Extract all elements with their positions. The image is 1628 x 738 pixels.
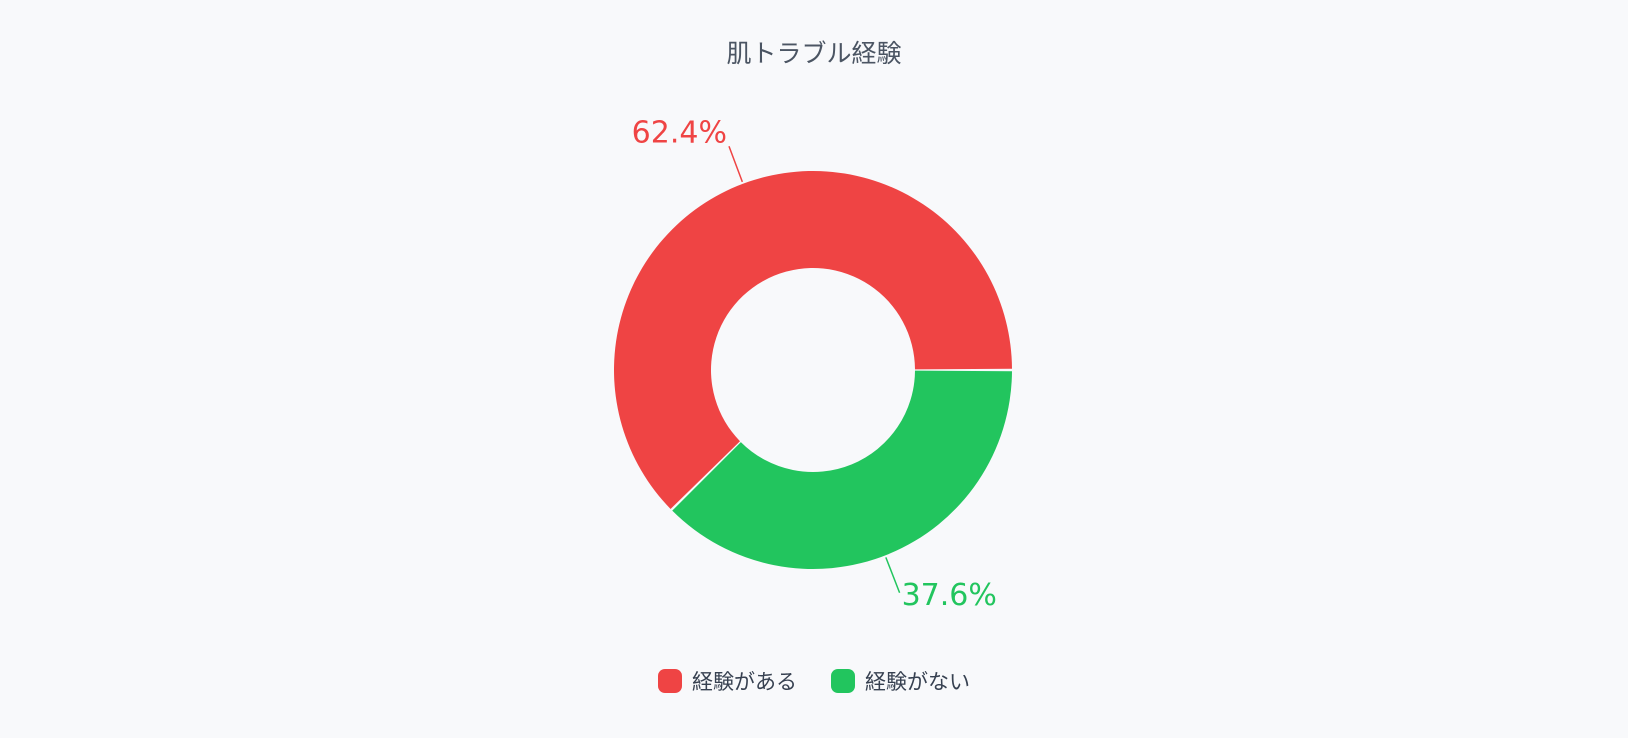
donut-slice-no[interactable] (672, 370, 1012, 570)
legend-label-yes: 経験がある (692, 670, 797, 694)
label-leader-yes (728, 145, 744, 183)
legend: 経験がある 経験がない (0, 666, 1628, 696)
chart-title: 肌トラブル経験 (726, 39, 902, 68)
data-label-no: 37.6% (902, 578, 997, 613)
data-label-yes: 62.4% (632, 115, 727, 150)
label-leader-no (885, 557, 901, 594)
legend-swatch-no (831, 669, 855, 693)
legend-item-yes[interactable]: 経験がある (658, 666, 797, 696)
legend-swatch-yes (658, 669, 682, 693)
legend-label-no: 経験がない (865, 670, 970, 694)
donut-slice-yes[interactable] (614, 171, 1012, 509)
legend-item-no[interactable]: 経験がない (831, 666, 970, 696)
